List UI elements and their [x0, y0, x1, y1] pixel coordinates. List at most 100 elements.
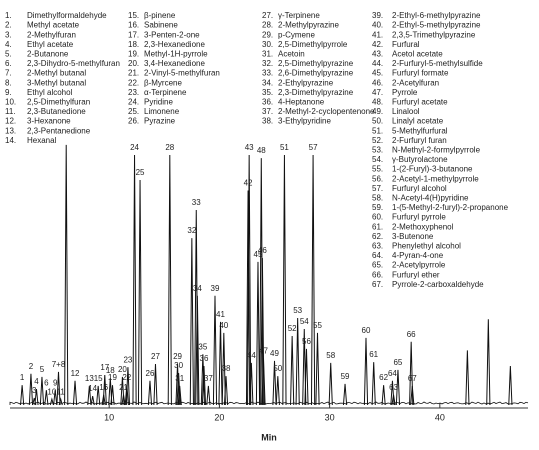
compound-number: 42. — [372, 40, 383, 49]
peak — [328, 362, 333, 406]
peak — [28, 373, 34, 406]
peak — [255, 261, 261, 406]
compound-number: 7. — [5, 69, 12, 78]
peak-label: 31 — [175, 374, 184, 383]
compound-number: 19. — [128, 50, 139, 59]
peak-label: 64 — [388, 369, 397, 378]
compound-number: 14. — [5, 136, 16, 145]
peak — [20, 385, 25, 406]
peak — [363, 337, 369, 406]
compound-number: 38. — [262, 117, 273, 126]
compound-name: Methyl acetate — [27, 21, 80, 30]
compound-number: 66. — [372, 270, 383, 279]
peak — [194, 209, 199, 406]
compound-number: 5. — [5, 50, 12, 59]
peak-label: 35 — [198, 342, 207, 351]
peak-label: 28 — [165, 143, 174, 152]
peak — [64, 144, 69, 406]
compound-name: 2,3,5-Trimethylpyrazine — [392, 30, 476, 39]
compound-number: 8. — [5, 78, 12, 87]
peak — [245, 190, 251, 406]
peak-label: 48 — [257, 146, 266, 155]
peak-label: 33 — [192, 198, 201, 207]
peak-label: 17 — [100, 363, 109, 372]
compound-name: Limonene — [144, 107, 180, 116]
compound-number: 22. — [128, 78, 139, 87]
peak-label: 20 — [118, 365, 127, 374]
compound-number: 6. — [5, 59, 12, 68]
x-tick-label: 40 — [435, 412, 445, 422]
compound-name: Pyrrole-2-carboxaldehyde — [392, 280, 484, 289]
peak — [96, 385, 101, 406]
peak-label: 54 — [300, 317, 309, 326]
compound-name: Linalyl acetate — [392, 117, 444, 126]
peak-label: 46 — [258, 246, 267, 255]
compound-number: 34. — [262, 78, 273, 87]
baseline-trace — [9, 401, 529, 405]
compound-name: 2-Methyl-2-cyclopentenone — [278, 107, 375, 116]
compound-number: 45. — [372, 69, 383, 78]
peak-label: 66 — [407, 330, 416, 339]
peak — [177, 385, 182, 406]
compound-name: Acetoin — [278, 50, 305, 59]
compound-number: 58. — [372, 194, 383, 203]
compound-number: 23. — [128, 88, 139, 97]
compound-number: 24. — [128, 98, 139, 107]
compound-number: 65. — [372, 261, 383, 270]
compound-name: Hexanal — [27, 136, 57, 145]
peak-label: 11 — [57, 387, 66, 396]
peak — [87, 385, 92, 406]
peak-label: 32 — [187, 226, 196, 235]
compound-name: Ethyl alcohol — [27, 88, 73, 97]
compound-name: 2-Ethylpyrazine — [278, 78, 334, 87]
compound-name: 4-Pyran-4-one — [392, 251, 444, 260]
compound-number: 26. — [128, 117, 139, 126]
compound-name: Methyl-1H-pyrrole — [144, 50, 208, 59]
peak-label: 4 — [34, 377, 39, 386]
peak-label: 41 — [216, 310, 225, 319]
compound-name: β-pinene — [144, 11, 176, 20]
peak — [34, 388, 39, 406]
compound-name: 2-Methylpyrazine — [278, 21, 339, 30]
compound-number: 15. — [128, 11, 139, 20]
compound-name: 2-Acetyl-1-methylpyrrole — [392, 174, 479, 183]
peak — [390, 380, 395, 406]
compound-name: Furfural — [392, 40, 420, 49]
compound-name: 2-Methylfuran — [27, 30, 76, 39]
peak-label: 65 — [393, 358, 402, 367]
peak — [72, 380, 78, 406]
compound-name: Furfuryl alcohol — [392, 184, 447, 193]
compound-number: 49. — [372, 107, 383, 116]
compound-name: 3-Methyl butanal — [27, 78, 86, 87]
x-tick-label: 20 — [214, 412, 224, 422]
peak-label: 52 — [288, 324, 297, 333]
compound-name: Furfuryl acetate — [392, 98, 448, 107]
peak-label: 30 — [174, 361, 183, 370]
peak-label: 51 — [280, 143, 289, 152]
compound-name: Pyrrole — [392, 88, 418, 97]
compound-number: 27. — [262, 11, 273, 20]
peak — [137, 179, 143, 406]
peak-label: 67 — [408, 374, 417, 383]
compound-name: p-Cymene — [278, 30, 315, 39]
peak — [275, 376, 280, 406]
compound-number: 4. — [5, 40, 12, 49]
compound-number: 30. — [262, 40, 273, 49]
compound-name: 2-Methoxyphenol — [392, 222, 454, 231]
compound-name: Dimethylformaldehyde — [27, 11, 107, 20]
compound-number: 63. — [372, 242, 383, 251]
x-tick-label: 10 — [104, 412, 114, 422]
peak — [508, 365, 513, 406]
compound-number: 36. — [262, 98, 273, 107]
compound-name: 3-Butenone — [392, 232, 434, 241]
compound-number: 29. — [262, 30, 273, 39]
peak — [90, 395, 95, 406]
peak — [175, 364, 180, 406]
compound-number: 31. — [262, 50, 273, 59]
peak — [125, 367, 131, 406]
peak — [310, 155, 316, 406]
peak-label: 14 — [88, 384, 97, 393]
compound-name: Ethyl acetate — [27, 40, 74, 49]
compound-number: 1. — [5, 11, 12, 20]
